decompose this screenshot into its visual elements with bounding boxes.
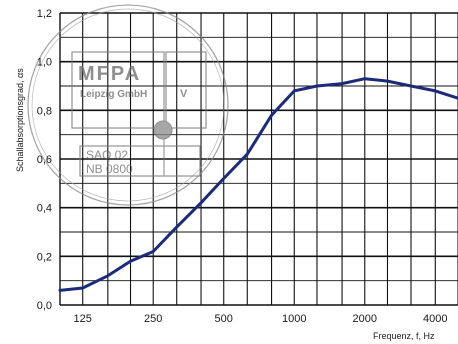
x-tick-label: 125 xyxy=(74,313,92,325)
x-tick-label: 1000 xyxy=(282,313,306,325)
y-tick-label: 0,0 xyxy=(37,300,52,312)
institute-stamp: MFPA Leipzig GmbH V SAQ 02 NB 0800 xyxy=(27,4,229,206)
y-axis-label: Schallabsorptionsgrad, αs xyxy=(15,68,25,172)
y-tick-label: 0,6 xyxy=(37,154,52,166)
y-tick-label: 0,4 xyxy=(37,203,52,215)
series-line xyxy=(58,77,458,292)
stamp-inner-ring xyxy=(31,8,225,202)
y-tick-label: 0,8 xyxy=(37,105,52,117)
stamp-company-box xyxy=(71,51,165,129)
tick-labels: 125 250 500 1000 2000 4000 0,0 0,2 0,4 0,6 0,8 1,0 1… xyxy=(37,8,448,325)
stamp-city: Leipzig GmbH xyxy=(80,89,147,100)
stamp-mark-box xyxy=(165,51,207,129)
series-layer xyxy=(58,77,458,292)
stamp-mark: V xyxy=(180,88,188,100)
x-tick-label: 500 xyxy=(215,313,233,325)
stamp-code-line-1: SAQ 02 xyxy=(86,148,128,162)
x-tick-label: 4000 xyxy=(423,313,447,325)
stamp-outer-ring xyxy=(27,4,229,206)
y-tick-label: 1,2 xyxy=(37,8,52,20)
grid xyxy=(59,12,458,306)
stamp-code-line-2: NB 0800 xyxy=(86,162,133,176)
stamp-company: MFPA xyxy=(78,63,141,85)
stamp-code-box xyxy=(79,145,201,177)
x-tick-label: 2000 xyxy=(353,313,377,325)
y-tick-label: 0,2 xyxy=(37,251,52,263)
x-tick-label: 250 xyxy=(144,313,162,325)
x-axis-label: Frequenz, f, Hz xyxy=(373,331,435,341)
y-tick-label: 1,0 xyxy=(37,57,52,69)
stamp-seal-icon xyxy=(153,120,173,140)
